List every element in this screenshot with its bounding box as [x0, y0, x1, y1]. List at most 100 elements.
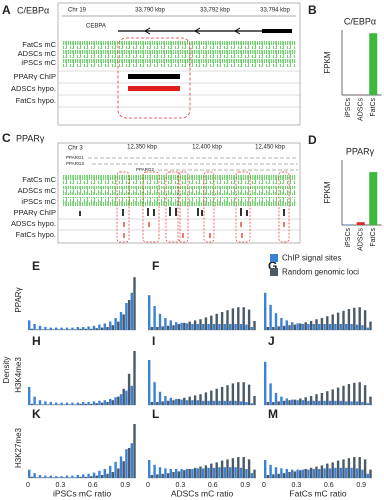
- histogram-bar: [350, 467, 353, 478]
- histogram-bar: [125, 303, 128, 330]
- histogram-bar: [323, 324, 326, 330]
- histogram-bar: [84, 403, 88, 405]
- histogram-bar: [114, 461, 117, 478]
- track-label: ADSCs hypo.: [11, 84, 56, 93]
- histogram-bar: [122, 388, 125, 405]
- histogram-bar: [282, 400, 286, 405]
- histogram-bar: [326, 316, 329, 330]
- histogram-bar: [204, 465, 208, 478]
- histogram-bar: [336, 387, 340, 405]
- histogram-bar: [239, 401, 243, 405]
- track-label: PPARγ ChIP: [14, 208, 56, 217]
- track-label: iPSCs mC: [21, 58, 56, 67]
- methylation-track: [62, 50, 296, 58]
- histogram-bar: [242, 307, 245, 330]
- x-tick-label: 0: [262, 482, 266, 489]
- histogram-bar: [215, 462, 218, 478]
- browser-frame: [57, 142, 301, 244]
- histogram-bar: [223, 324, 226, 330]
- histogram-bar: [223, 467, 226, 478]
- histogram-bar: [210, 390, 213, 405]
- histogram-bar: [117, 468, 120, 478]
- histogram-bar: [193, 467, 197, 478]
- histogram-bar: [215, 388, 218, 405]
- x-tick-label: iPSCs: [345, 98, 352, 118]
- histogram-bar: [353, 382, 356, 405]
- histogram-bar: [250, 403, 253, 405]
- histogram-bar: [296, 323, 299, 330]
- chromosome: Chr 19: [68, 8, 87, 14]
- panel-letter: L: [152, 407, 159, 421]
- histogram-bar: [87, 473, 90, 478]
- histogram-bar: [369, 396, 372, 405]
- histogram-bar: [188, 321, 191, 330]
- histogram-bar: [183, 470, 186, 478]
- histogram-bar: [122, 461, 125, 478]
- histogram-bar: [30, 328, 34, 330]
- panel-letter: G: [268, 259, 277, 273]
- histogram-bar: [355, 401, 359, 405]
- histogram-bar: [220, 312, 224, 330]
- histogram-bar: [100, 475, 104, 478]
- histogram-bar: [312, 400, 315, 405]
- histogram-bar: [226, 310, 229, 330]
- histogram-bar: [245, 469, 248, 478]
- histogram-bar: [204, 392, 208, 405]
- coordinate: 33,792 kbp: [200, 8, 230, 14]
- histogram-bar: [28, 387, 31, 405]
- histogram-bar: [247, 309, 251, 330]
- histogram-bar: [36, 404, 39, 405]
- panel-title: C/EBPα: [17, 5, 49, 15]
- histogram-bar: [304, 322, 307, 330]
- histogram-bar: [95, 403, 98, 405]
- track-label: ADSCs mC: [18, 49, 57, 58]
- strand-arrows: [144, 27, 241, 35]
- histogram-bar: [363, 385, 367, 405]
- x-tick-label: 0.6: [208, 482, 218, 489]
- histogram-bar: [212, 324, 216, 330]
- histogram-bar: [44, 475, 47, 478]
- histogram-bar: [204, 317, 208, 330]
- histogram-bar: [345, 324, 348, 330]
- histogram-bar: [309, 321, 313, 330]
- histogram-bar: [193, 395, 197, 405]
- histogram-bar: [183, 322, 186, 330]
- bar: [369, 172, 378, 225]
- histogram-bar: [156, 474, 159, 478]
- histogram-bar: [169, 469, 172, 478]
- histogram-bar: [183, 397, 186, 405]
- histogram-bar: [60, 327, 63, 330]
- histogram-bar: [185, 400, 189, 405]
- histogram-bar: [328, 324, 332, 330]
- histogram-bar: [266, 475, 270, 478]
- histogram-bar: [328, 400, 332, 405]
- histogram-bar: [282, 473, 286, 478]
- histogram-bar: [161, 326, 164, 330]
- x-tick-label: 0: [26, 482, 30, 489]
- histogram-bar: [71, 475, 74, 478]
- histogram-bar: [215, 313, 218, 330]
- x-tick-label: FatCs: [370, 98, 377, 117]
- histogram-bar: [301, 324, 305, 330]
- histogram-bar: [63, 404, 66, 405]
- histogram-bar: [280, 396, 283, 405]
- x-tick-label: 0.9: [120, 482, 130, 489]
- histogram-bar: [196, 400, 199, 405]
- histogram-bar: [229, 324, 232, 330]
- histogram-bar: [266, 402, 270, 405]
- histogram-bar: [92, 472, 96, 478]
- histogram-bar: [63, 329, 66, 330]
- histogram-bar: [291, 322, 294, 330]
- histogram-bar: [185, 323, 189, 330]
- histogram-bar: [212, 400, 216, 405]
- histogram-bar: [92, 325, 96, 330]
- histogram-bar: [130, 443, 133, 478]
- track-label: PPARγ ChIP: [14, 72, 56, 81]
- histogram-bar: [164, 396, 167, 405]
- histogram-bar: [38, 400, 42, 405]
- histogram-bar: [166, 473, 170, 478]
- histogram-bar: [369, 469, 372, 478]
- histogram-bar: [293, 324, 297, 330]
- histogram-bar: [202, 468, 205, 478]
- histogram-bar: [60, 402, 63, 405]
